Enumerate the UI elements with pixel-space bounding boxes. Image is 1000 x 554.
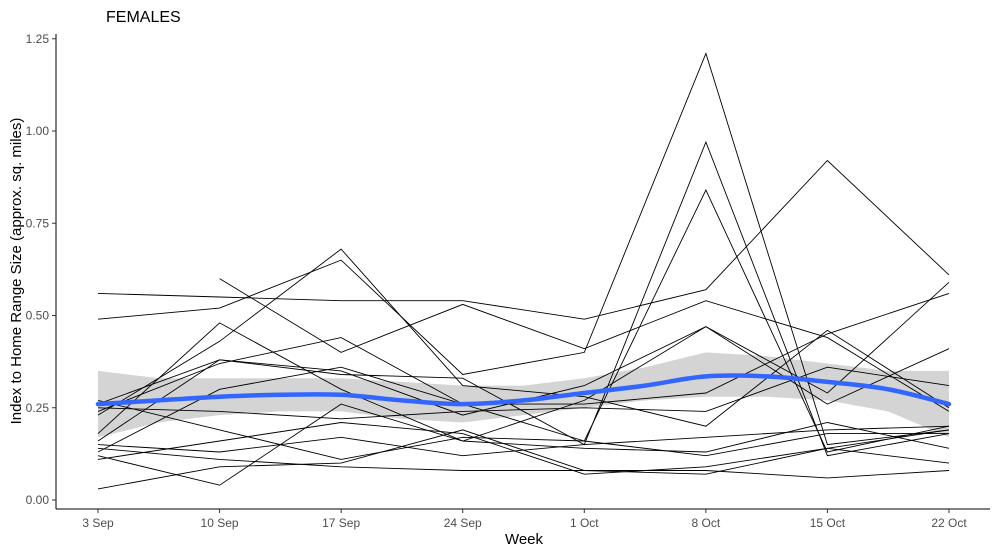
y-tick-label: 0.25 bbox=[26, 401, 50, 415]
y-tick-label: 0.50 bbox=[26, 309, 50, 323]
individual-line-5 bbox=[219, 278, 950, 412]
x-tick-label: 24 Sep bbox=[444, 516, 482, 530]
individual-lines-layer bbox=[97, 52, 950, 490]
x-tick-label: 1 Oct bbox=[570, 516, 599, 530]
y-tick-label: 1.00 bbox=[26, 124, 50, 138]
trend-line bbox=[95, 373, 952, 407]
x-tick-label: 10 Sep bbox=[201, 516, 239, 530]
individual-line-16 bbox=[97, 422, 950, 475]
individual-line-11 bbox=[97, 399, 949, 460]
trend-layer bbox=[95, 373, 952, 407]
x-tick-label: 8 Oct bbox=[692, 516, 721, 530]
individual-line-1 bbox=[97, 159, 950, 320]
individual-line-3 bbox=[97, 140, 950, 457]
individual-line-15 bbox=[97, 447, 950, 479]
y-axis-title: Index to Home Range Size (approx. sq. mi… bbox=[8, 118, 25, 425]
individual-line-14 bbox=[97, 429, 950, 490]
individual-line-4 bbox=[97, 188, 950, 453]
individual-line-13 bbox=[97, 403, 950, 486]
x-tick-label: 22 Oct bbox=[931, 516, 967, 530]
y-ticks: 0.00 0.25 0.50 0.75 1.00 1.25 bbox=[26, 32, 56, 507]
individual-line-9 bbox=[97, 292, 950, 453]
x-tick-label: 3 Sep bbox=[82, 516, 114, 530]
x-axis-title: Week bbox=[505, 531, 544, 548]
x-tick-label: 17 Sep bbox=[322, 516, 360, 530]
y-tick-label: 0.75 bbox=[26, 216, 50, 230]
y-tick-label: 0.00 bbox=[26, 493, 50, 507]
axes-layer bbox=[55, 34, 990, 510]
individual-line-7 bbox=[97, 322, 950, 442]
x-tick-label: 15 Oct bbox=[810, 516, 846, 530]
y-tick-label: 1.25 bbox=[26, 32, 50, 46]
x-ticks: 3 Sep 10 Sep 17 Sep 24 Sep 1 Oct 8 Oct 15 Oct 2… bbox=[82, 509, 967, 530]
chart-title: FEMALES bbox=[106, 9, 181, 26]
individual-line-10 bbox=[97, 366, 950, 420]
individual-line-6 bbox=[97, 248, 950, 427]
